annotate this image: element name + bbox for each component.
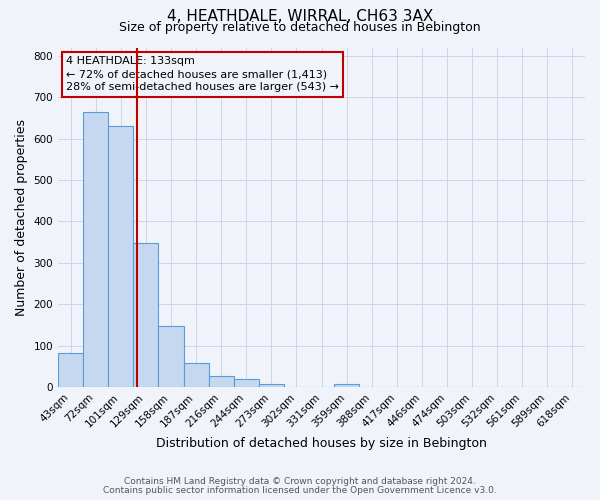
Text: Contains HM Land Registry data © Crown copyright and database right 2024.: Contains HM Land Registry data © Crown c… (124, 477, 476, 486)
Bar (233, 380, 259, 387)
Bar (184, 364, 209, 387)
Y-axis label: Number of detached properties: Number of detached properties (15, 118, 28, 316)
Bar (133, 243, 158, 387)
Bar (58, 352, 83, 387)
Text: 4 HEATHDALE: 133sqm
← 72% of detached houses are smaller (1,413)
28% of semi-det: 4 HEATHDALE: 133sqm ← 72% of detached ho… (66, 56, 339, 92)
Bar (259, 384, 284, 387)
Bar (83, 112, 108, 387)
Bar (158, 326, 184, 387)
X-axis label: Distribution of detached houses by size in Bebington: Distribution of detached houses by size … (156, 437, 487, 450)
Bar (108, 126, 133, 387)
Text: 4, HEATHDALE, WIRRAL, CH63 3AX: 4, HEATHDALE, WIRRAL, CH63 3AX (167, 9, 433, 24)
Text: Size of property relative to detached houses in Bebington: Size of property relative to detached ho… (119, 22, 481, 35)
Bar (334, 384, 359, 387)
Bar (209, 376, 233, 387)
Text: Contains public sector information licensed under the Open Government Licence v3: Contains public sector information licen… (103, 486, 497, 495)
